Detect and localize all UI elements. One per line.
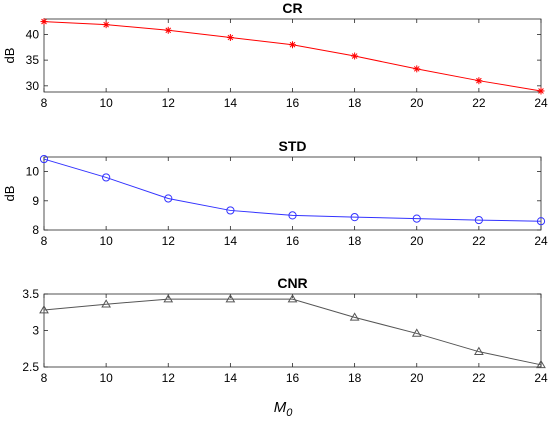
x-tick-label: 12: [162, 371, 176, 385]
y-tick-label: 3: [32, 324, 39, 338]
x-tick-label: 16: [286, 96, 300, 110]
y-tick-label: 40: [26, 27, 40, 41]
chart-title: CR: [282, 0, 302, 16]
data-point: [102, 173, 111, 182]
data-point: [411, 328, 422, 337]
y-tick-label: 30: [26, 79, 40, 93]
chart-title: CNR: [277, 275, 307, 291]
x-tick-label: 22: [472, 371, 486, 385]
data-point: [289, 41, 296, 49]
x-tick-label: 10: [99, 234, 113, 248]
data-point: [101, 299, 111, 308]
y-tick-label: 9: [32, 194, 39, 208]
x-tick-label: 14: [224, 234, 238, 248]
data-point: [164, 194, 173, 203]
data-point: [287, 294, 298, 303]
series-line: [43, 298, 542, 366]
x-tick-label: 20: [410, 234, 424, 248]
x-tick-label: 16: [286, 371, 300, 385]
x-tick-label: 10: [99, 96, 113, 110]
x-tick-label: 14: [224, 371, 238, 385]
x-tick-label: 18: [348, 234, 362, 248]
x-tick-label: 14: [224, 96, 238, 110]
x-tick-label: 24: [534, 96, 548, 110]
data-point: [475, 77, 483, 85]
data-point: [226, 34, 234, 42]
data-point: [164, 26, 172, 34]
data-point: [40, 18, 48, 26]
y-tick-label: 8: [32, 223, 39, 237]
x-tick-label: 20: [410, 371, 424, 385]
y-axis-label: dB: [2, 48, 17, 64]
x-tick-label: 18: [348, 371, 362, 385]
data-point: [474, 346, 484, 355]
x-tick-label: 16: [286, 234, 300, 248]
x-tick-label: 18: [348, 96, 362, 110]
series-line: [43, 158, 542, 222]
y-tick-label: 3.5: [22, 287, 39, 301]
data-point: [39, 305, 49, 314]
data-point: [226, 206, 235, 215]
data-point: [351, 52, 359, 60]
x-tick-label: 10: [99, 371, 113, 385]
x-tick-label: 12: [162, 234, 176, 248]
data-point: [163, 294, 174, 303]
data-point: [474, 215, 483, 225]
y-tick-label: 10: [26, 165, 40, 179]
data-point: [349, 312, 360, 321]
panel-cr: CR 8 10 12 14 16 18 20 22 24 30 35 40 dB: [2, 0, 548, 110]
chart-title: STD: [279, 138, 307, 154]
data-point: [225, 294, 236, 303]
y-tick-label: 35: [26, 53, 40, 67]
axes-box: [43, 293, 542, 368]
x-tick-label: 12: [162, 96, 176, 110]
data-point: [412, 214, 421, 223]
x-tick-label: 22: [472, 234, 486, 248]
data-point: [536, 359, 546, 369]
y-axis-label: dB: [2, 186, 17, 202]
x-axis-label: M0: [274, 399, 294, 418]
x-tick-label: 8: [41, 371, 48, 385]
data-point: [39, 154, 49, 164]
axes-box: [43, 18, 542, 93]
x-tick-label: 22: [472, 96, 486, 110]
panel-std: STD 8 10 12 14 16 18 20 22 24 8 9 10 dB: [2, 138, 548, 248]
panel-cnr: CNR 8 10 12 14 16 18 20 22 24 2.5 3 3.5: [22, 275, 548, 385]
x-tick-label: 8: [41, 234, 48, 248]
data-point: [350, 213, 359, 222]
x-tick-label: 24: [534, 234, 548, 248]
data-point: [413, 65, 421, 73]
x-tick-label: 24: [534, 371, 548, 385]
series-line: [43, 21, 542, 92]
data-point: [537, 87, 545, 95]
x-tick-label: 20: [410, 96, 424, 110]
data-point: [102, 21, 110, 29]
x-tick-label: 8: [41, 96, 48, 110]
data-point: [536, 217, 546, 226]
y-tick-label: 2.5: [22, 360, 39, 374]
data-point: [288, 211, 297, 220]
